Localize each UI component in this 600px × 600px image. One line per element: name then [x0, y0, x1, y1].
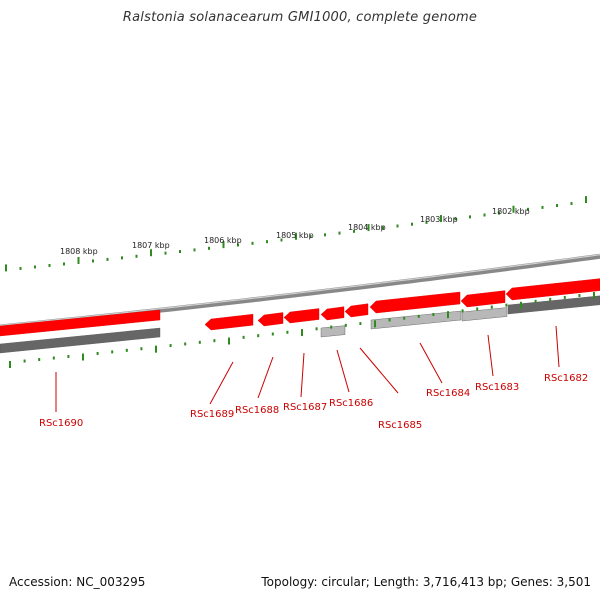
callout-line: [555, 325, 560, 368]
gene-rsc1686-forward: [320, 306, 345, 321]
callout-line: [419, 342, 443, 384]
gene-rsc1687-forward: [283, 308, 320, 324]
scale-labels: 1808 kbp 1807 kbp 1806 kbp 1805 kbp 1804 kbp…: [60, 207, 530, 256]
gene-rsc1690-forward: [0, 309, 161, 337]
gene-label-rsc1684: RSc1684: [426, 388, 470, 399]
inner-tick-ring: [9, 292, 595, 368]
gene-rsc1689-forward: [204, 313, 254, 331]
callout-line: [257, 356, 274, 399]
gene-rsc1684-forward: [369, 291, 461, 314]
scale-label: 1806 kbp: [204, 236, 242, 245]
callout-line: [209, 361, 234, 405]
scale-label: 1808 kbp: [60, 247, 98, 256]
gene-rsc1688-forward: [257, 312, 284, 327]
gene-rsc1682-reverse: [507, 295, 600, 315]
scale-label: 1804 kbp: [348, 223, 386, 232]
gene-rsc1686-reverse: [320, 325, 346, 338]
scale-label: 1805 kbp: [276, 231, 314, 240]
gene-rsc1683-reverse: [461, 307, 508, 322]
callout-line: [359, 347, 399, 394]
gene-rsc1690-reverse: [0, 327, 161, 354]
scale-label: 1803 kbp: [420, 215, 458, 224]
gene-rsc1684-reverse: [370, 310, 462, 330]
callout-line: [300, 352, 305, 398]
callout-line: [336, 349, 350, 393]
gene-rsc1685-forward: [344, 303, 369, 318]
gene-label-rsc1687: RSc1687: [283, 402, 327, 413]
gene-track: [0, 278, 600, 354]
genome-title: Ralstonia solanacearum GMI1000, complete…: [122, 10, 478, 25]
scale-label: 1807 kbp: [132, 241, 170, 250]
genome-summary-text: Topology: circular; Length: 3,716,413 bp…: [261, 575, 591, 589]
gene-rsc1682-forward: [505, 278, 600, 301]
gene-rsc1683-forward: [460, 290, 506, 308]
gene-callouts: RSc1690 RSc1689 RSc1688 RSc1687 RSc1686 RSc16…: [39, 325, 588, 431]
accession-text: Accession: NC_003295: [9, 575, 146, 589]
outer-tick-ring: [5, 196, 587, 272]
backbone-highlight: [0, 254, 600, 327]
gene-label-rsc1690: RSc1690: [39, 418, 83, 429]
gene-label-rsc1685: RSc1685: [378, 420, 422, 431]
gene-label-rsc1689: RSc1689: [190, 409, 234, 420]
scale-label: 1802 kbp: [492, 207, 530, 216]
gene-label-rsc1682: RSc1682: [544, 373, 588, 384]
gene-label-rsc1688: RSc1688: [235, 405, 279, 416]
gene-label-rsc1683: RSc1683: [475, 382, 519, 393]
callout-line: [487, 334, 494, 377]
gene-label-rsc1686: RSc1686: [329, 398, 373, 409]
